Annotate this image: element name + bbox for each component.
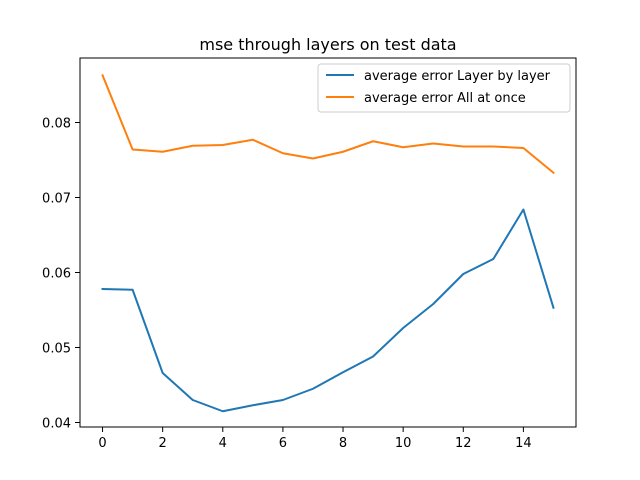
y-tick-label: 0.07 bbox=[42, 192, 71, 207]
y-tick-label: 0.04 bbox=[42, 417, 71, 432]
y-tick-label: 0.06 bbox=[42, 267, 71, 282]
legend-box bbox=[317, 63, 571, 113]
x-tick-label: 12 bbox=[455, 436, 472, 451]
series-line-1 bbox=[101, 73, 555, 175]
legend: average error Layer by layer average err… bbox=[317, 63, 571, 113]
legend-label-layer-by-layer: average error Layer by layer bbox=[364, 69, 551, 84]
plot-area bbox=[79, 57, 577, 428]
x-tick-label: 2 bbox=[159, 436, 167, 451]
y-tick-label: 0.05 bbox=[42, 342, 71, 357]
x-tick-label: 14 bbox=[515, 436, 532, 451]
x-tick-label: 4 bbox=[219, 436, 227, 451]
chart-title: mse through layers on test data bbox=[199, 35, 456, 54]
x-tick-label: 6 bbox=[279, 436, 287, 451]
y-tick-label: 0.08 bbox=[42, 117, 71, 132]
axes-frame bbox=[79, 57, 577, 428]
y-axis: 0.04 0.05 0.06 0.07 0.08 bbox=[42, 117, 80, 432]
series-layer bbox=[101, 73, 555, 413]
x-tick-label: 10 bbox=[395, 436, 412, 451]
x-tick-label: 0 bbox=[98, 436, 106, 451]
legend-label-all-at-once: average error All at once bbox=[364, 91, 526, 106]
series-line-0 bbox=[101, 208, 555, 413]
x-tick-label: 8 bbox=[339, 436, 347, 451]
x-axis: 0 2 4 6 8 10 12 14 bbox=[98, 427, 532, 451]
